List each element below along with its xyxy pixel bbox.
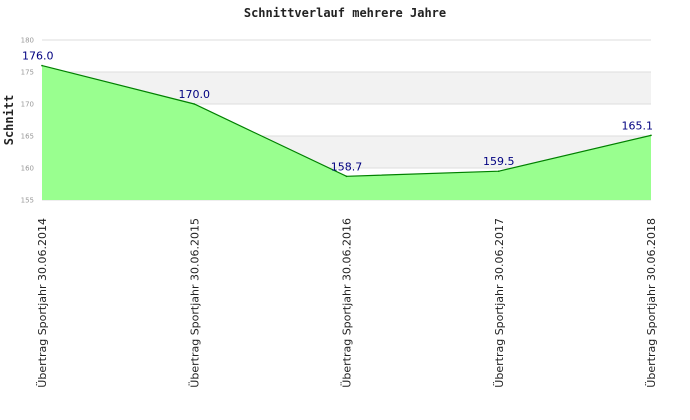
x-tick-label: Übertrag Sportjahr 30.06.2017 xyxy=(493,218,506,388)
data-label: 170.0 xyxy=(179,88,211,101)
data-label: 165.1 xyxy=(622,119,654,132)
x-axis-ticks: Übertrag Sportjahr 30.06.2014 Übertrag Sp… xyxy=(36,218,658,388)
x-tick-label: Übertrag Sportjahr 30.06.2014 xyxy=(36,218,49,388)
data-label: 158.7 xyxy=(331,160,363,173)
area-fill xyxy=(42,65,651,200)
data-point xyxy=(497,170,500,172)
data-point xyxy=(650,134,652,137)
x-tick-label: Übertrag Sportjahr 30.06.2018 xyxy=(645,218,658,388)
y-axis-ticks: 155 160 165 170 175 180 xyxy=(21,37,34,205)
y-tick-label: 165 xyxy=(21,133,34,141)
data-point xyxy=(345,175,348,178)
background-bands xyxy=(42,40,651,200)
y-tick-label: 175 xyxy=(21,69,34,77)
background-band xyxy=(42,40,651,72)
data-point xyxy=(193,103,196,105)
y-tick-label: 170 xyxy=(21,101,34,109)
data-point xyxy=(41,64,43,67)
x-tick-label: Übertrag Sportjahr 30.06.2016 xyxy=(341,218,354,388)
area-layer xyxy=(41,64,652,200)
data-label: 159.5 xyxy=(483,155,515,168)
x-tick-label: Übertrag Sportjahr 30.06.2015 xyxy=(188,218,201,388)
y-tick-label: 180 xyxy=(21,37,34,45)
chart-title: Schnittverlauf mehrere Jahre xyxy=(244,6,446,20)
y-axis-label: Schnitt xyxy=(2,95,16,146)
y-tick-label: 155 xyxy=(21,197,34,205)
data-labels: 176.0 170.0 158.7 159.5 165.1 xyxy=(22,50,653,174)
y-tick-label: 160 xyxy=(21,165,34,173)
data-label: 176.0 xyxy=(22,50,54,63)
